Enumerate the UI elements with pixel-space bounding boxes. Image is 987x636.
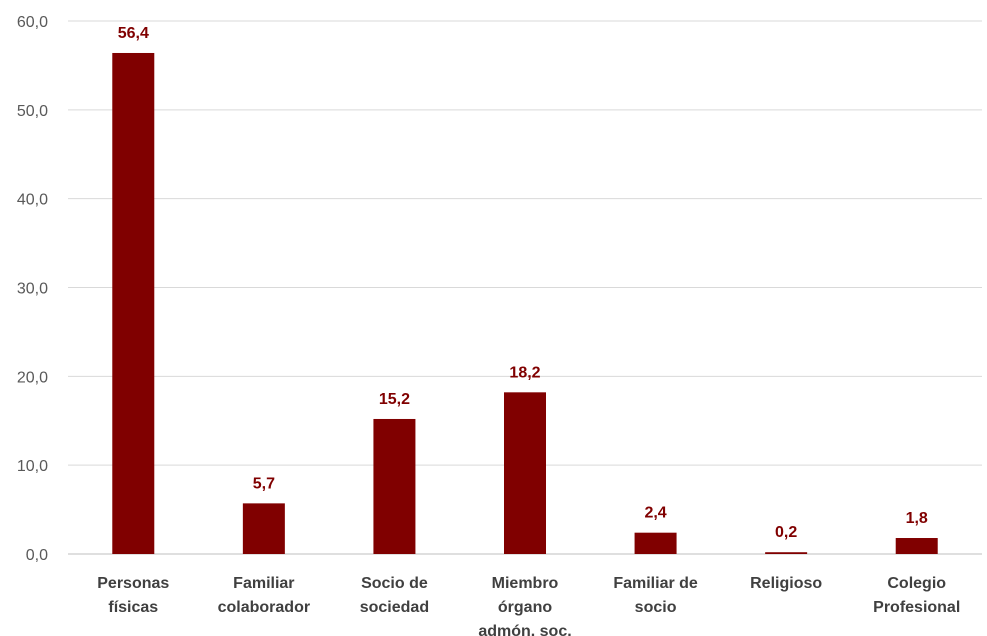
data-label: 18,2 bbox=[509, 364, 540, 381]
x-tick-label: Socio de bbox=[361, 575, 428, 592]
x-tick-label: Familiar de bbox=[613, 575, 698, 592]
data-label: 56,4 bbox=[118, 25, 149, 42]
bar bbox=[634, 532, 677, 554]
data-label: 2,4 bbox=[644, 505, 666, 522]
x-tick-label: admón. soc. bbox=[478, 623, 571, 636]
data-label: 0,2 bbox=[775, 524, 797, 541]
bar bbox=[112, 52, 155, 554]
y-tick-label: 0,0 bbox=[26, 547, 48, 564]
x-tick-label: Colegio bbox=[887, 575, 946, 592]
bar bbox=[765, 552, 808, 554]
data-label: 15,2 bbox=[379, 391, 410, 408]
x-tick-label: sociedad bbox=[360, 599, 429, 616]
y-tick-label: 40,0 bbox=[17, 192, 48, 209]
x-tick-label: Familiar bbox=[233, 575, 294, 592]
x-tick-label: físicas bbox=[108, 599, 158, 616]
x-tick-label: Personas bbox=[97, 575, 169, 592]
x-tick-label: socio bbox=[635, 599, 677, 616]
data-label: 1,8 bbox=[906, 510, 928, 527]
y-tick-label: 50,0 bbox=[17, 103, 48, 120]
bar bbox=[504, 392, 546, 554]
y-tick-label: 60,0 bbox=[17, 14, 48, 31]
x-tick-label: Miembro bbox=[492, 575, 559, 592]
y-tick-label: 20,0 bbox=[17, 369, 48, 386]
x-tick-label: Religioso bbox=[750, 575, 822, 592]
x-tick-label: colaborador bbox=[218, 599, 310, 616]
data-label: 5,7 bbox=[253, 475, 275, 492]
x-tick-label: órgano bbox=[498, 599, 552, 616]
bar bbox=[895, 538, 938, 554]
bar bbox=[373, 418, 416, 554]
bar bbox=[242, 503, 285, 554]
y-tick-label: 30,0 bbox=[17, 281, 48, 298]
x-tick-label: Profesional bbox=[873, 599, 960, 616]
y-tick-label: 10,0 bbox=[17, 458, 48, 475]
